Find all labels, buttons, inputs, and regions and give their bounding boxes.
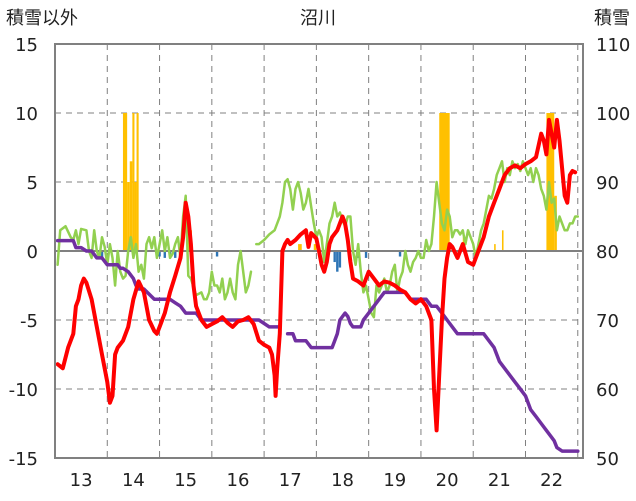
y-left-tick-label: 10 bbox=[15, 104, 38, 125]
chart-title: 沼川 bbox=[300, 8, 336, 29]
snow-bar bbox=[134, 182, 137, 251]
blue-bar bbox=[163, 251, 166, 258]
series-line-green bbox=[56, 194, 253, 301]
snow-bar bbox=[501, 230, 504, 251]
y-right-tick-label: 110 bbox=[596, 35, 630, 56]
x-tick-label: 13 bbox=[70, 470, 93, 491]
snow-bar bbox=[298, 244, 302, 251]
x-tick-label: 21 bbox=[488, 470, 511, 491]
x-tick-label: 17 bbox=[279, 470, 302, 491]
blue-bar bbox=[158, 251, 161, 257]
y-left-tick-label: 0 bbox=[27, 242, 38, 263]
snow-bar bbox=[313, 244, 317, 251]
snow-bar bbox=[127, 182, 130, 251]
x-tick-label: 14 bbox=[122, 470, 145, 491]
y-left-tick-label: 5 bbox=[27, 173, 38, 194]
y-right-tick-label: 70 bbox=[596, 311, 619, 332]
series-lines bbox=[55, 117, 580, 453]
y-left-tick-label: -15 bbox=[9, 449, 38, 470]
y-right-tick-label: 80 bbox=[596, 242, 619, 263]
blue-bar bbox=[336, 251, 339, 272]
blue-bar bbox=[338, 251, 342, 268]
snow-bar bbox=[136, 113, 139, 251]
snow-bar bbox=[122, 113, 128, 251]
left-axis-label: 積雪以外 bbox=[6, 8, 78, 29]
snow-bar bbox=[132, 113, 135, 251]
y-left-tick-label: -5 bbox=[20, 311, 38, 332]
y-right-tick-label: 100 bbox=[596, 104, 630, 125]
x-tick-label: 16 bbox=[227, 470, 250, 491]
series-line-green bbox=[255, 160, 580, 319]
snow-bar bbox=[494, 244, 496, 251]
series-line-red bbox=[55, 117, 578, 433]
snow-bar bbox=[129, 161, 133, 251]
blue-bar bbox=[398, 251, 402, 257]
blue-bar bbox=[100, 251, 104, 258]
snow-bar bbox=[439, 113, 450, 251]
y-left-tick-label: 15 bbox=[15, 35, 38, 56]
series-line-purple bbox=[285, 290, 580, 453]
plot-frame bbox=[54, 43, 584, 459]
y-right-tick-label: 60 bbox=[596, 380, 619, 401]
right-axis-label: 積雪 bbox=[594, 8, 630, 29]
y-right-tick-label: 50 bbox=[596, 449, 619, 470]
blue-bar bbox=[364, 251, 368, 258]
y-right-tick-label: 90 bbox=[596, 173, 619, 194]
x-tick-label: 22 bbox=[540, 470, 563, 491]
snow-bar bbox=[546, 113, 555, 251]
blue-bar bbox=[174, 251, 177, 258]
x-tick-label: 19 bbox=[383, 470, 406, 491]
y-left-tick-label: -10 bbox=[9, 380, 38, 401]
blue-bar bbox=[215, 251, 219, 257]
blue-bar bbox=[333, 251, 336, 263]
x-tick-label: 20 bbox=[436, 470, 459, 491]
x-tick-label: 18 bbox=[331, 470, 354, 491]
x-tick-label: 15 bbox=[174, 470, 197, 491]
